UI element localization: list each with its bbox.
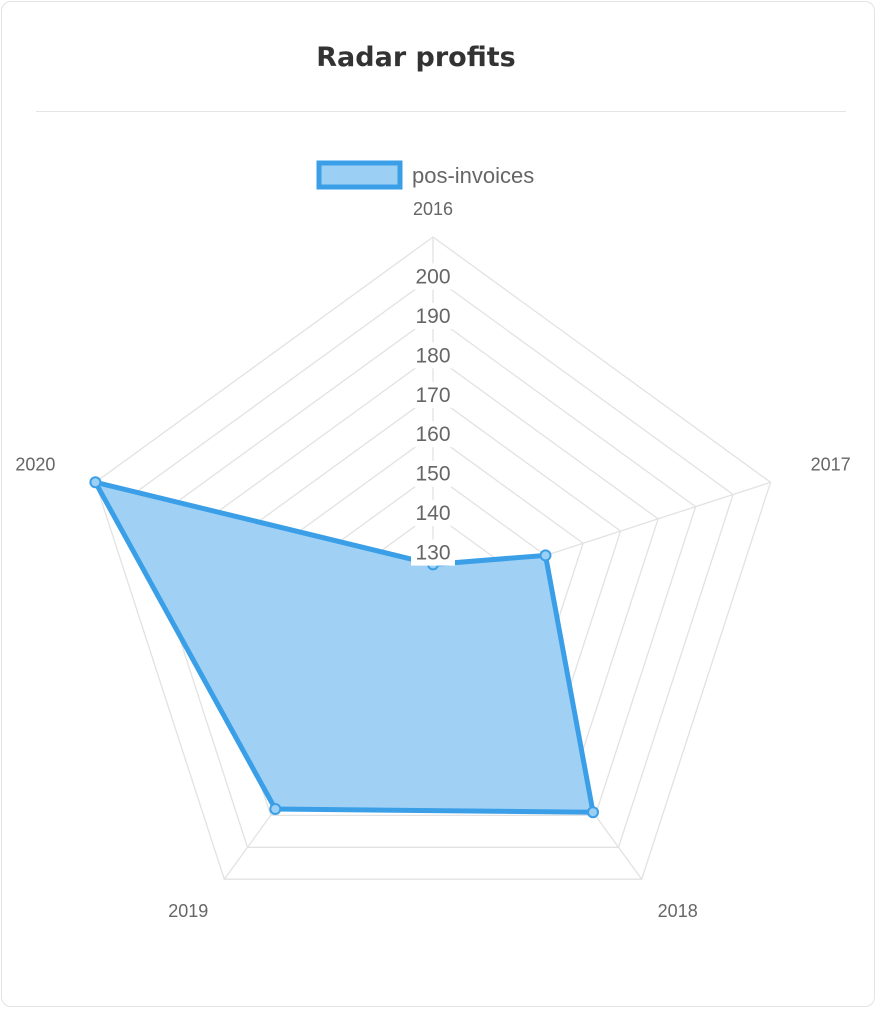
tick-label: 140 bbox=[415, 502, 450, 525]
tick-label: 160 bbox=[415, 423, 450, 446]
category-label-2017: 2017 bbox=[811, 454, 851, 474]
legend[interactable]: pos-invoices bbox=[316, 160, 534, 190]
category-labels: 2016 2017 2018 2019 2020 bbox=[15, 199, 850, 921]
legend-swatch bbox=[316, 160, 403, 190]
series-area bbox=[90, 478, 597, 815]
tick-label: 150 bbox=[415, 463, 450, 486]
tick-label-backdrop bbox=[411, 263, 455, 290]
grid-ring bbox=[132, 275, 734, 848]
tick-label-backdrop bbox=[411, 342, 455, 369]
data-point-2019[interactable] bbox=[269, 803, 282, 815]
category-label-2020: 2020 bbox=[15, 454, 55, 474]
radial-tick-labels: 130 140 150 160 170 180 190 200 bbox=[411, 263, 455, 566]
tick-label-backdrop bbox=[411, 421, 455, 448]
chart-title: Radar profits bbox=[316, 42, 516, 73]
tick-label: 130 bbox=[415, 542, 450, 565]
tick-label-backdrop bbox=[411, 500, 455, 527]
category-label-2016: 2016 bbox=[413, 199, 453, 219]
radar-series bbox=[89, 476, 599, 819]
tick-label: 170 bbox=[415, 384, 450, 407]
legend-label: pos-invoices bbox=[412, 163, 534, 188]
data-point-2017[interactable] bbox=[539, 549, 552, 562]
tick-label-backdrop bbox=[411, 460, 455, 487]
tick-label-backdrop bbox=[411, 302, 455, 329]
grid-ring bbox=[94, 236, 772, 880]
tick-label-backdrop bbox=[411, 381, 455, 408]
category-label-2018: 2018 bbox=[658, 901, 698, 921]
data-point-2020[interactable] bbox=[89, 476, 102, 489]
grid-ring bbox=[169, 315, 697, 817]
title-divider bbox=[36, 111, 846, 112]
category-label-2019: 2019 bbox=[168, 901, 208, 921]
tick-label: 180 bbox=[415, 344, 450, 367]
tick-label: 200 bbox=[415, 265, 450, 288]
tick-label: 190 bbox=[415, 305, 450, 328]
tick-label-backdrop bbox=[411, 539, 455, 566]
data-point-2018[interactable] bbox=[587, 806, 599, 819]
